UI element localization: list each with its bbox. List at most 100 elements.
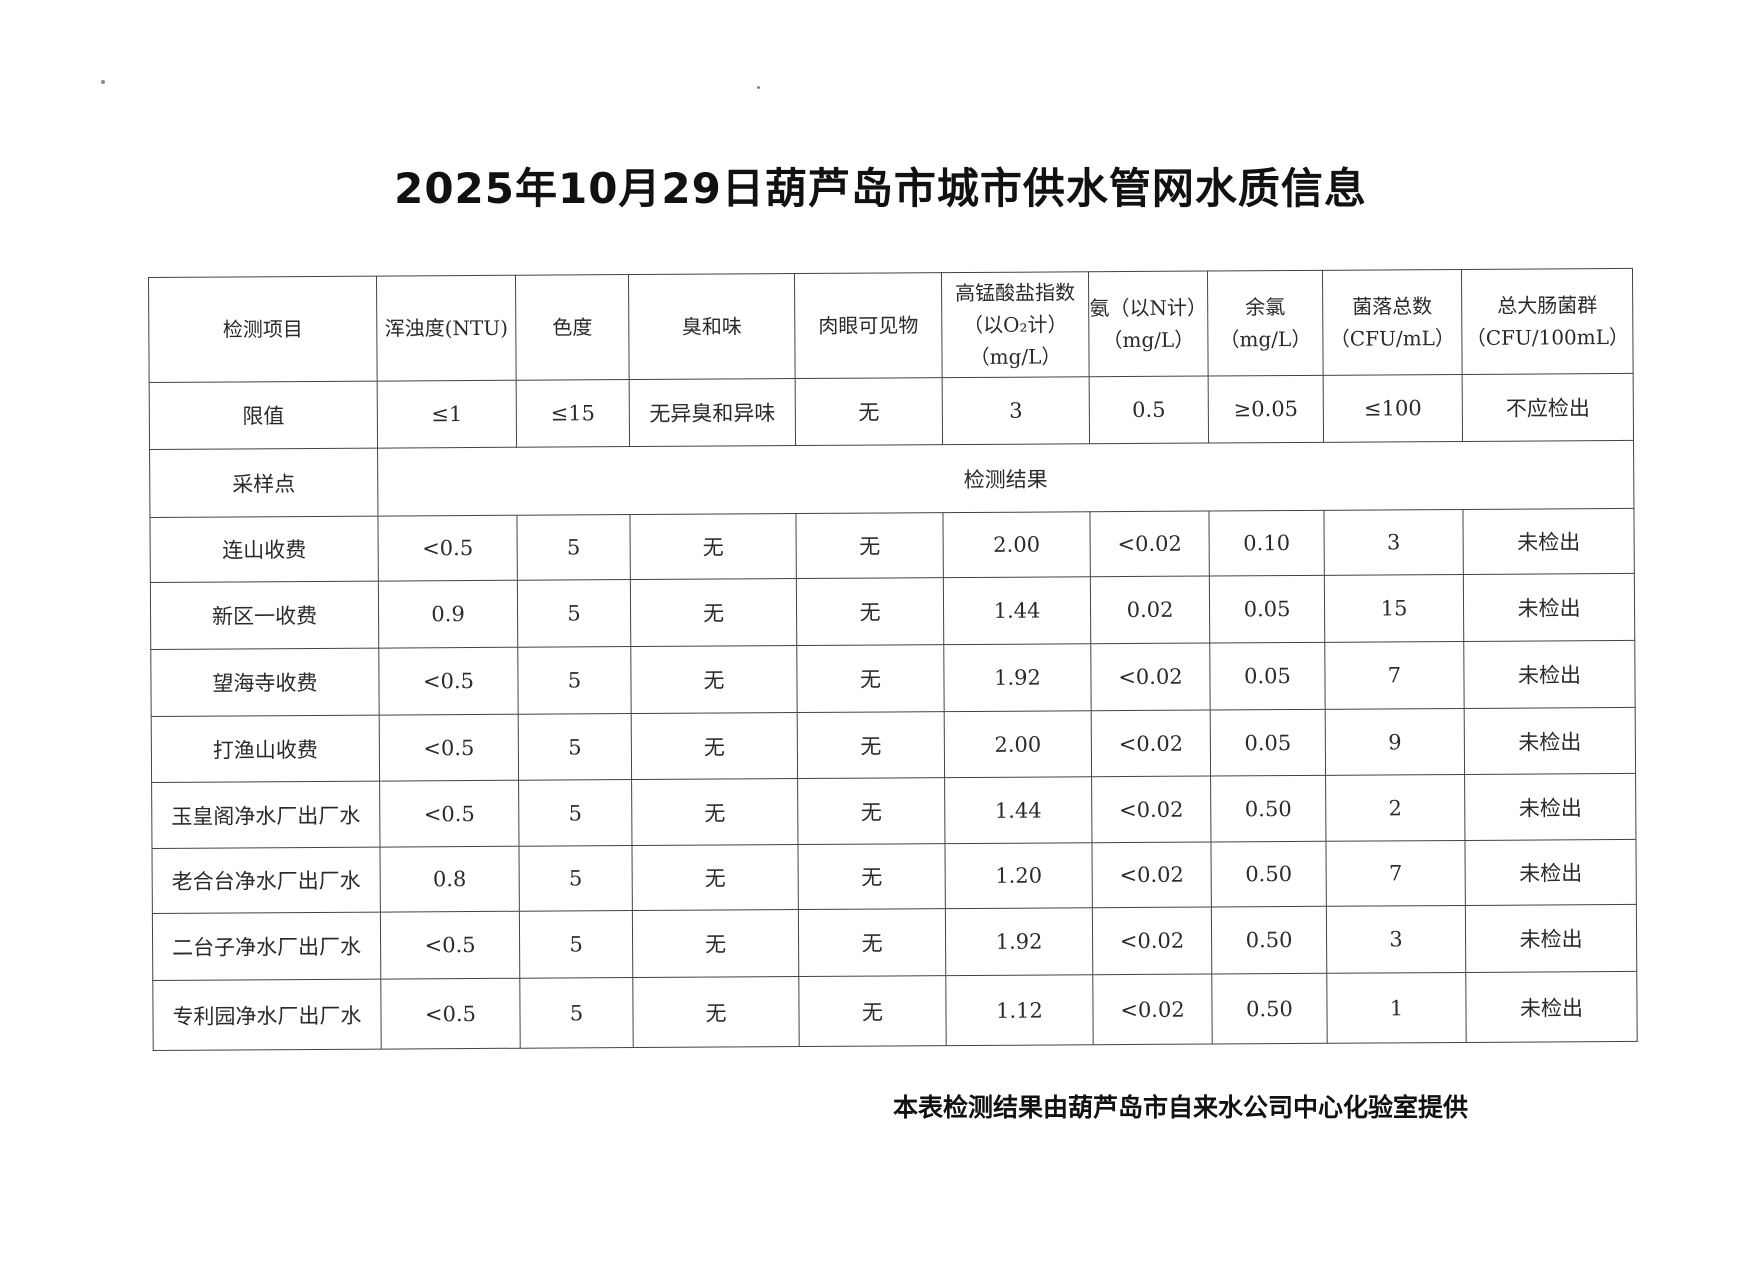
result-value: <0.02 xyxy=(1089,511,1210,577)
result-value: 1.92 xyxy=(943,643,1092,712)
result-value: 无 xyxy=(797,843,946,910)
result-value: 未检出 xyxy=(1464,839,1637,906)
result-value: 无 xyxy=(629,513,797,580)
table-row: 望海寺收费 <0.5 5 无无 1.92 <0.02 0.05 7 未检出 xyxy=(150,640,1636,717)
result-value: 5 xyxy=(518,845,633,912)
column-header: 氨（以N计） （mg/L） xyxy=(1088,271,1209,377)
result-value: <0.5 xyxy=(378,647,519,716)
sampling-site: 新区一收费 xyxy=(150,581,379,650)
column-header: 菌落总数 （CFU/mL） xyxy=(1322,269,1463,376)
result-value: 0.05 xyxy=(1209,642,1326,711)
limit-value: ≥0.05 xyxy=(1208,375,1324,444)
result-value: 0.50 xyxy=(1210,775,1326,843)
result-value: <0.02 xyxy=(1092,974,1213,1045)
result-value: 无 xyxy=(798,908,946,977)
result-value: 0.50 xyxy=(1210,841,1327,908)
result-value: <0.02 xyxy=(1092,907,1212,975)
result-value: 未检出 xyxy=(1464,707,1636,775)
result-value: 7 xyxy=(1324,641,1465,710)
result-value: 无 xyxy=(795,512,944,579)
limits-label: 限值 xyxy=(149,381,378,450)
sampling-site: 二台子净水厂出厂水 xyxy=(152,912,381,981)
result-value: 7 xyxy=(1325,840,1466,907)
result-value: 5 xyxy=(518,713,632,781)
water-quality-table: 检测项目 浑浊度(NTU) 色度 臭和味 肉眼可见物 高锰酸盐指数 （以O₂计） （mg/… xyxy=(148,268,1638,1051)
result-value: 无 xyxy=(631,712,798,780)
result-value: 5 xyxy=(518,779,632,847)
table-row: 连山收费 <0.5 5 无无 2.00 <0.02 0.10 3 未检出 xyxy=(149,508,1635,583)
header-item: 检测项目 xyxy=(148,276,378,383)
sampling-site: 连山收费 xyxy=(149,516,379,583)
result-value: <0.5 xyxy=(380,911,520,980)
scan-speck xyxy=(101,80,105,84)
result-value: 0.05 xyxy=(1209,575,1325,644)
page-title: 2025年10月29日葫芦岛市城市供水管网水质信息 xyxy=(394,164,1367,213)
result-value: 3 xyxy=(1323,509,1464,576)
result-value: <0.5 xyxy=(379,714,519,782)
sampling-site: 专利园净水厂出厂水 xyxy=(152,979,382,1051)
result-value: 2.00 xyxy=(942,511,1091,578)
results-label: 检测结果 xyxy=(377,440,1634,517)
result-value: 5 xyxy=(517,646,632,715)
result-value: 无 xyxy=(632,976,800,1048)
result-value: <0.5 xyxy=(380,978,521,1050)
column-header: 臭和味 xyxy=(628,273,796,380)
result-value: <0.02 xyxy=(1091,710,1211,777)
result-value: 无 xyxy=(797,777,945,845)
result-value: 无 xyxy=(797,711,945,779)
result-value: 1.44 xyxy=(943,576,1091,645)
result-value: 0.8 xyxy=(379,846,520,913)
limit-value: 3 xyxy=(942,376,1090,445)
column-header: 高锰酸盐指数 （以O₂计） （mg/L） xyxy=(941,271,1090,378)
result-value: 无 xyxy=(798,975,947,1047)
result-value: 未检出 xyxy=(1464,773,1636,841)
result-value: 5 xyxy=(517,579,631,648)
limit-value: ≤100 xyxy=(1323,374,1463,443)
column-header: 肉眼可见物 xyxy=(794,272,943,379)
sampling-site: 望海寺收费 xyxy=(150,648,380,717)
header-row: 检测项目 浑浊度(NTU) 色度 臭和味 肉眼可见物 高锰酸盐指数 （以O₂计） （mg/… xyxy=(148,268,1634,383)
result-value: 未检出 xyxy=(1462,508,1635,575)
result-value: 无 xyxy=(632,909,799,978)
limit-value: 不应检出 xyxy=(1462,373,1634,442)
result-value: 未检出 xyxy=(1463,640,1636,709)
result-value: 0.05 xyxy=(1210,709,1326,777)
result-value: 0.50 xyxy=(1211,973,1328,1045)
limit-value: ≤1 xyxy=(377,380,517,449)
result-value: 3 xyxy=(1326,905,1466,974)
limit-value: 无 xyxy=(795,377,943,446)
section-row: 采样点 检测结果 xyxy=(149,440,1634,518)
column-header: 浑浊度(NTU) xyxy=(376,275,517,382)
result-value: 无 xyxy=(631,844,799,911)
result-value: <0.02 xyxy=(1090,643,1211,711)
table-row: 老合台净水厂出厂水 0.8 5 无无 1.20 <0.02 0.50 7 未检出 xyxy=(151,839,1637,914)
limits-row: 限值 ≤1 ≤15 无异臭和异味无 3 0.5 ≥0.05 ≤100 不应检出 xyxy=(149,373,1634,450)
result-value: 5 xyxy=(519,977,634,1049)
result-value: 5 xyxy=(519,910,633,979)
result-value: 无 xyxy=(631,778,798,846)
result-value: 15 xyxy=(1324,574,1464,643)
result-value: 1.44 xyxy=(944,776,1092,844)
limit-value: 无异臭和异味 xyxy=(629,378,796,447)
sampling-site: 老合台净水厂出厂水 xyxy=(151,847,381,914)
result-value: 9 xyxy=(1325,708,1465,776)
result-value: 2.00 xyxy=(944,710,1092,778)
result-value: 2 xyxy=(1325,774,1465,842)
limit-value: 0.5 xyxy=(1089,376,1209,444)
result-value: <0.02 xyxy=(1091,776,1211,843)
table-row: 玉皇阁净水厂出厂水 <0.5 5 无无 1.44 <0.02 0.50 2 未检出 xyxy=(151,773,1636,849)
column-header: 总大肠菌群 （CFU/100mL） xyxy=(1461,268,1634,375)
result-value: 1.20 xyxy=(944,842,1093,909)
result-value: 0.02 xyxy=(1090,576,1210,644)
result-value: 无 xyxy=(630,578,797,647)
column-header: 色度 xyxy=(515,274,630,381)
result-value: 0.9 xyxy=(378,580,518,649)
result-value: <0.5 xyxy=(377,515,518,582)
result-value: 无 xyxy=(796,644,945,713)
result-value: 5 xyxy=(516,514,631,581)
sampling-point-label: 采样点 xyxy=(149,448,378,518)
result-value: <0.02 xyxy=(1091,842,1212,908)
result-value: 无 xyxy=(630,645,798,714)
table-row: 打渔山收费 <0.5 5 无无 2.00 <0.02 0.05 9 未检出 xyxy=(151,707,1636,783)
result-value: <0.5 xyxy=(379,780,519,848)
